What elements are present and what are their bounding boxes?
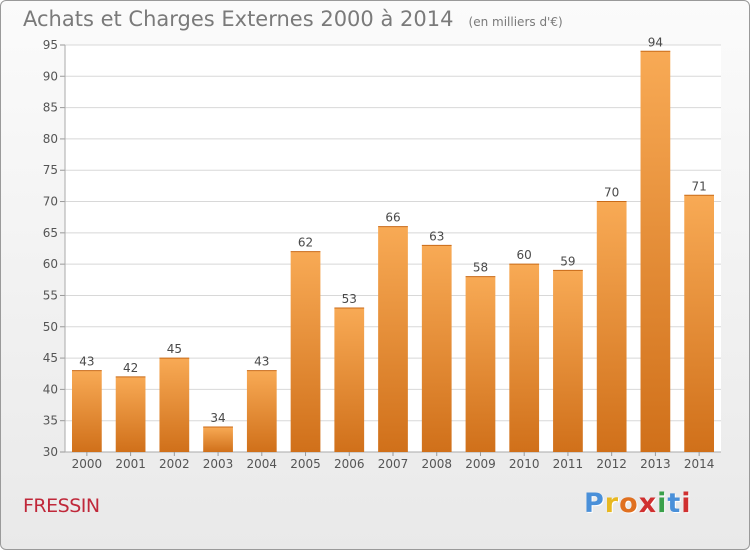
x-tick-label: 2012 <box>596 457 627 471</box>
y-tick-label: 50 <box>43 320 58 334</box>
x-tick-label: 2003 <box>203 457 234 471</box>
x-tick-label: 2006 <box>334 457 365 471</box>
logo-letter: x <box>638 488 658 519</box>
y-tick-label: 90 <box>43 69 58 83</box>
bar <box>378 226 408 452</box>
bar-value-label: 34 <box>210 411 225 425</box>
bar <box>553 270 583 452</box>
bar-value-label: 42 <box>123 361 138 375</box>
bar <box>334 307 365 452</box>
bar <box>71 370 102 452</box>
bar <box>465 276 496 452</box>
y-tick-label: 80 <box>43 132 58 146</box>
logo-letter: i <box>657 488 668 519</box>
y-tick-label: 55 <box>43 288 58 302</box>
y-tick-label: 45 <box>43 351 58 365</box>
bar-value-label: 45 <box>167 342 182 356</box>
x-tick-label: 2008 <box>421 457 452 471</box>
y-tick-label: 95 <box>43 38 58 52</box>
x-tick-label: 2011 <box>553 457 584 471</box>
bar-value-label: 63 <box>429 229 444 243</box>
y-tick-label: 85 <box>43 101 58 115</box>
bar-value-label: 70 <box>604 186 619 200</box>
x-tick-label: 2004 <box>247 457 278 471</box>
x-tick-label: 2009 <box>465 457 496 471</box>
y-tick-label: 40 <box>43 382 58 396</box>
y-tick-label: 35 <box>43 414 58 428</box>
bar-value-label: 43 <box>79 355 94 369</box>
x-tick-label: 2001 <box>115 457 146 471</box>
chart-title: Achats et Charges Externes 2000 à 2014 <box>23 7 454 31</box>
x-tick-label: 2013 <box>640 457 671 471</box>
chart-subtitle: (en milliers d'€) <box>468 15 563 29</box>
commune-name: FRESSIN <box>23 495 100 517</box>
bar <box>684 195 715 452</box>
logo-letter: r <box>604 488 620 519</box>
bar <box>640 51 671 453</box>
bar <box>115 376 146 452</box>
x-tick-label: 2010 <box>509 457 540 471</box>
y-tick-label: 65 <box>43 226 58 240</box>
bar-value-label: 60 <box>517 248 532 262</box>
y-tick-label: 75 <box>43 163 58 177</box>
logo-letter: t <box>667 488 682 519</box>
y-tick-label: 70 <box>43 195 58 209</box>
x-tick-label: 2005 <box>290 457 321 471</box>
x-tick-label: 2014 <box>684 457 715 471</box>
bar-value-label: 71 <box>691 179 706 193</box>
proxiti-logo: Proxiti <box>584 488 692 519</box>
x-tick-label: 2002 <box>159 457 190 471</box>
x-tick-label: 2000 <box>72 457 103 471</box>
logo-letter: o <box>619 488 639 519</box>
bar-value-label: 66 <box>385 211 400 225</box>
bar <box>596 201 627 452</box>
bar-value-label: 59 <box>560 254 575 268</box>
bar-value-label: 62 <box>298 236 313 250</box>
bar <box>290 251 321 452</box>
logo-letter: P <box>584 488 605 519</box>
bar <box>509 264 540 452</box>
x-tick-label: 2007 <box>378 457 409 471</box>
bar <box>159 358 190 452</box>
y-tick-label: 30 <box>43 445 58 459</box>
chart-title-block: Achats et Charges Externes 2000 à 2014 (… <box>23 7 563 31</box>
y-tick-label: 60 <box>43 257 58 271</box>
bar-value-label: 43 <box>254 355 269 369</box>
bar-value-label: 94 <box>648 35 663 49</box>
bar <box>421 245 452 452</box>
bar <box>246 370 277 452</box>
bar <box>203 426 233 452</box>
bar-value-label: 58 <box>473 261 488 275</box>
logo-letter: i <box>681 488 692 519</box>
bar-value-label: 53 <box>342 292 357 306</box>
